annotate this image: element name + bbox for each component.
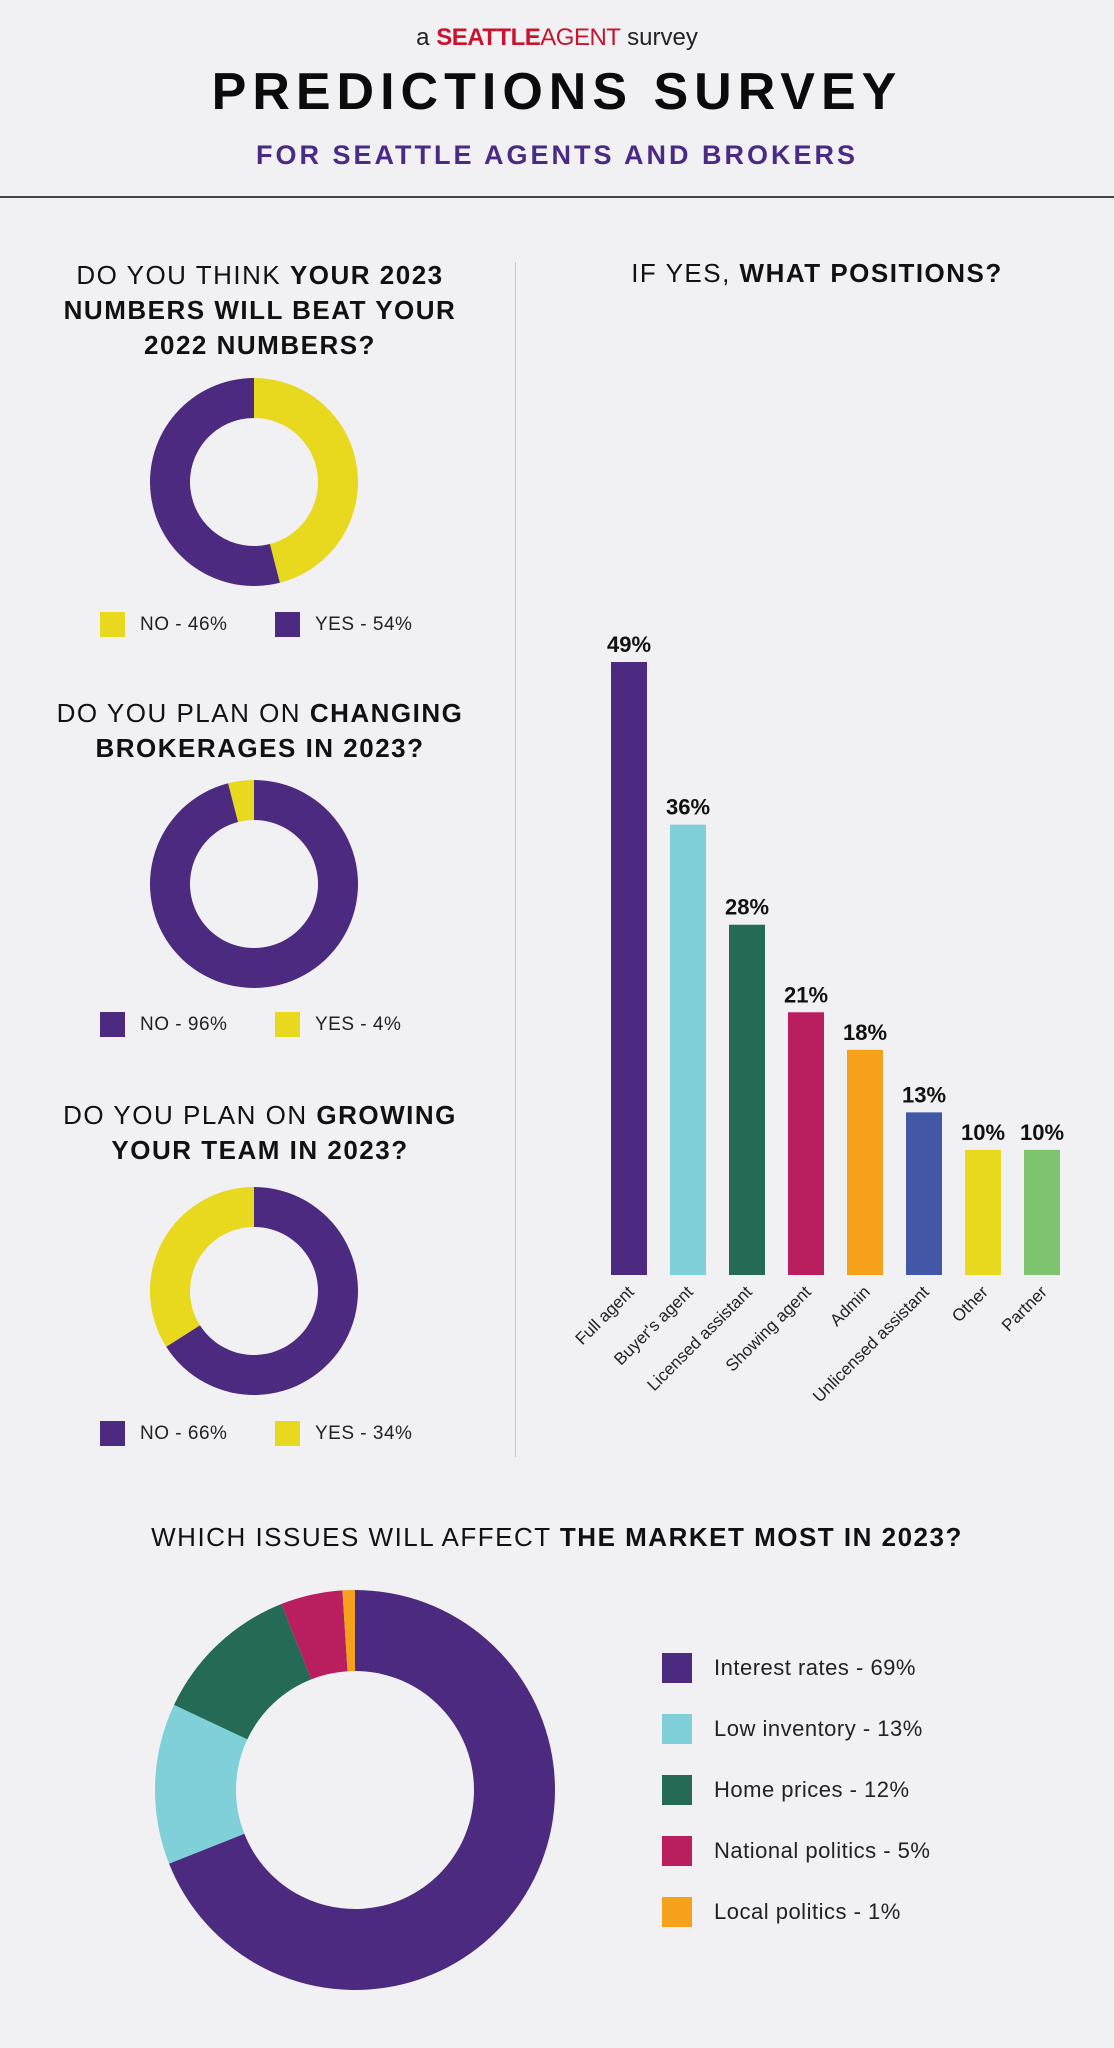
question-bold: NUMBERS WILL BEAT YOUR [63, 295, 457, 325]
header-divider [0, 196, 1114, 198]
legend-label: Home prices - 12% [714, 1777, 910, 1802]
bar-category-label: Other [948, 1282, 992, 1326]
page-subtitle: FOR SEATTLE AGENTS AND BROKERS [255, 140, 858, 170]
bar-admin [847, 1049, 883, 1275]
legend-item-yes: YES - 34% [275, 1421, 412, 1446]
donut-slice-home-prices [174, 1604, 312, 1740]
legend-item-local-politics: Local politics - 1% [662, 1897, 901, 1927]
legend-swatch [662, 1836, 692, 1866]
brand-agent: AGENT [540, 24, 621, 51]
donut-slice-yes [150, 1187, 254, 1347]
brand-suffix: survey [627, 24, 698, 51]
bar-category-label: Partner [998, 1282, 1051, 1335]
legend-label: NO - 96% [140, 1013, 228, 1035]
question-bold: WHAT POSITIONS? [739, 258, 1003, 288]
question-bold: THE MARKET MOST IN 2023? [559, 1522, 963, 1552]
bar-value-label: 49% [607, 632, 651, 657]
bar-value-label: 18% [843, 1020, 887, 1045]
header: a SEATTLEAGENT survey PREDICTIONS SURVEY… [0, 0, 1114, 198]
legend-swatch [662, 1897, 692, 1927]
donut-slice-no [254, 378, 359, 583]
bar-value-label: 13% [902, 1082, 946, 1107]
donut-slice-yes [228, 780, 254, 823]
legend-swatch [275, 612, 300, 637]
legend-item-interest-rates: Interest rates - 69% [662, 1653, 916, 1683]
bar-full-agent [611, 662, 647, 1275]
donut-slice-interest-rates [169, 1590, 555, 1990]
bar-buyer-s-agent [670, 824, 706, 1275]
brand-line: a SEATTLEAGENT survey [0, 24, 1114, 52]
donut-slice-no [166, 1187, 358, 1395]
donut-slice-national-politics [281, 1590, 348, 1680]
legend-item-low-inventory: Low inventory - 13% [662, 1714, 923, 1744]
legend-label: NO - 46% [140, 613, 228, 635]
bar-licensed-assistant [729, 924, 765, 1275]
legend-swatch [662, 1714, 692, 1744]
bar-other [965, 1149, 1001, 1275]
legend-swatch [100, 612, 125, 637]
bar-value-label: 36% [666, 795, 710, 820]
bar-value-label: 21% [784, 982, 828, 1007]
bar-showing-agent [788, 1012, 824, 1275]
legend-label: YES - 4% [315, 1013, 402, 1035]
donut-slice-no [149, 780, 358, 988]
legend-item-no: NO - 46% [100, 612, 227, 637]
bar-partner [1024, 1149, 1060, 1275]
legend-swatch [275, 1421, 300, 1446]
bar-category-label: Unlicensed assistant [809, 1282, 933, 1406]
question-bold: 2022 NUMBERS? [144, 330, 376, 360]
donut-slice-local-politics [342, 1590, 355, 1672]
legend-swatch [662, 1653, 692, 1683]
legend-item-no: NO - 66% [100, 1421, 227, 1446]
legend-label: Interest rates - 69% [714, 1655, 916, 1680]
legend-item-no: NO - 96% [100, 1012, 227, 1037]
bar-category-label: Admin [826, 1282, 874, 1330]
question-bold: GROWING [316, 1100, 457, 1130]
legend-item-yes: YES - 54% [275, 612, 412, 637]
bar-value-label: 10% [1020, 1120, 1064, 1145]
question-growing-team: DO YOU PLAN ON GROWING YOUR TEAM IN 2023… [0, 1098, 520, 1168]
bar-value-label: 10% [961, 1120, 1005, 1145]
brand-seattle: SEATTLE [436, 24, 541, 51]
question-bold: YOUR 2023 [289, 260, 444, 290]
bar-unlicensed-assistant [906, 1112, 942, 1275]
legend-swatch [275, 1012, 300, 1037]
question-bold: YOUR TEAM IN 2023? [111, 1135, 409, 1165]
donut-chart-market-issues [155, 1590, 555, 1990]
legend-label: YES - 34% [315, 1422, 413, 1444]
donut-chart-beat-numbers [150, 378, 359, 586]
brand-prefix: a [416, 24, 430, 51]
bar-value-label: 28% [725, 895, 769, 920]
question-text: DO YOU PLAN ON [63, 1100, 317, 1130]
legend-label: NO - 66% [140, 1422, 228, 1444]
donut-chart-growing-team [150, 1187, 358, 1395]
legend-swatch [662, 1775, 692, 1805]
legend-label: YES - 54% [315, 613, 413, 635]
page-title: PREDICTIONS SURVEY [211, 63, 903, 121]
legend-label: Local politics - 1% [714, 1899, 901, 1924]
issues-title: WHICH ISSUES WILL AFFECT THE MARKET MOST… [0, 1522, 1114, 1553]
legend-swatch [100, 1421, 125, 1446]
question-beat-numbers: DO YOU THINK YOUR 2023 NUMBERS WILL BEAT… [0, 258, 520, 363]
donut-chart-changing-brokerages [149, 780, 358, 988]
question-bold: BROKERAGES IN 2023? [95, 733, 425, 763]
donut-slice-yes [150, 378, 280, 586]
question-text: WHICH ISSUES WILL AFFECT [151, 1522, 560, 1552]
donut-slice-low-inventory [155, 1704, 248, 1864]
legend-item-home-prices: Home prices - 12% [662, 1775, 910, 1805]
legend-item-yes: YES - 4% [275, 1012, 401, 1037]
legend-item-national-politics: National politics - 5% [662, 1836, 930, 1866]
bar-chart-title: IF YES, WHAT POSITIONS? [520, 258, 1114, 289]
column-divider [515, 262, 516, 1457]
question-bold: CHANGING [309, 698, 464, 728]
bar-category-label: Licensed assistant [643, 1282, 756, 1395]
legend-label: National politics - 5% [714, 1838, 931, 1863]
question-text: DO YOU PLAN ON [56, 698, 310, 728]
legend-label: Low inventory - 13% [714, 1716, 923, 1741]
question-text: DO YOU THINK [76, 260, 290, 290]
question-changing-brokerages: DO YOU PLAN ON CHANGING BROKERAGES IN 20… [0, 696, 520, 766]
legend-swatch [100, 1012, 125, 1037]
question-text: IF YES, [631, 258, 740, 288]
